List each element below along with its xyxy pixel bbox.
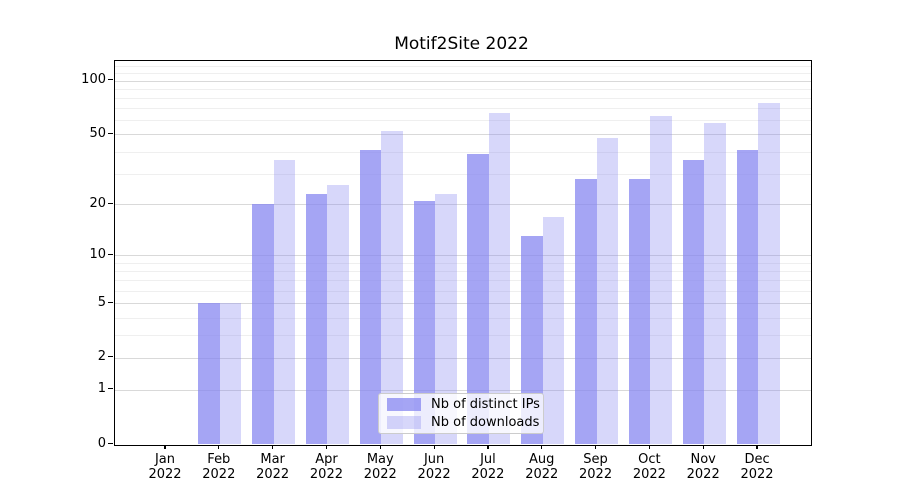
x-tick-may-2022 — [379, 444, 381, 449]
bar-nb-of-downloads-aug-2022 — [542, 216, 565, 445]
x-tick-label-dec-2022: Dec 2022 — [740, 451, 774, 482]
x-tick-label-feb-2022: Feb 2022 — [202, 451, 236, 482]
legend: Nb of distinct IPs Nb of downloads — [378, 393, 544, 434]
gridline-minor-80 — [114, 97, 811, 99]
y-tick-label-20: 20 — [89, 195, 106, 211]
x-tick-mar-2022 — [272, 444, 274, 449]
y-tick-0 — [108, 442, 113, 445]
bar-nb-of-distinct-ips-mar-2022 — [252, 204, 274, 445]
bar-nb-of-downloads-dec-2022 — [758, 102, 780, 445]
legend-label-distinct-ips: Nb of distinct IPs — [431, 396, 540, 412]
legend-label-downloads: Nb of downloads — [431, 414, 540, 430]
legend-swatch-downloads — [387, 416, 421, 429]
gridline-minor-40 — [114, 151, 811, 153]
y-tick-label-10: 10 — [89, 246, 106, 262]
gridline-major-50 — [114, 134, 811, 136]
y-tick-label-1: 1 — [97, 381, 106, 397]
bar-nb-of-downloads-nov-2022 — [704, 122, 726, 445]
x-tick-label-jun-2022: Jun 2022 — [417, 451, 451, 482]
gridline-major-10 — [114, 255, 811, 257]
bar-nb-of-downloads-feb-2022 — [219, 303, 242, 445]
bar-nb-of-distinct-ips-jul-2022 — [467, 153, 489, 445]
x-tick-sep-2022 — [594, 444, 597, 449]
bar-nb-of-downloads-apr-2022 — [327, 184, 349, 445]
x-tick-oct-2022 — [648, 444, 650, 449]
bar-nb-of-downloads-jun-2022 — [435, 193, 457, 445]
bar-nb-of-distinct-ips-sep-2022 — [575, 178, 597, 445]
y-tick-10 — [108, 253, 113, 255]
bar-nb-of-distinct-ips-aug-2022 — [521, 236, 543, 445]
y-tick-label-100: 100 — [81, 72, 106, 87]
gridline-major-20 — [114, 204, 811, 206]
y-tick-100 — [108, 78, 113, 81]
gridline-major-2 — [114, 357, 811, 359]
x-tick-dec-2022 — [756, 444, 758, 449]
bar-nb-of-distinct-ips-jun-2022 — [413, 200, 436, 445]
x-tick-nov-2022 — [702, 444, 704, 449]
plot-area — [113, 59, 812, 446]
chart-title: Motif2Site 2022 — [394, 34, 529, 54]
gridline-minor-60 — [114, 120, 811, 122]
legend-row-downloads: Nb of downloads — [379, 415, 543, 430]
bar-nb-of-downloads-may-2022 — [381, 131, 403, 445]
legend-row-distinct-ips: Nb of distinct IPs — [379, 397, 543, 412]
gridline-minor-70 — [114, 108, 811, 110]
x-tick-label-aug-2022: Aug 2022 — [525, 451, 559, 482]
y-tick-label-5: 5 — [97, 294, 106, 310]
gridline-major-100 — [114, 80, 811, 82]
y-tick-label-2: 2 — [97, 349, 106, 365]
x-tick-apr-2022 — [325, 444, 328, 449]
x-tick-feb-2022 — [218, 444, 220, 449]
x-tick-jan-2022 — [164, 444, 166, 449]
y-tick-20 — [108, 202, 113, 204]
x-tick-aug-2022 — [541, 444, 543, 449]
legend-swatch-distinct-ips — [387, 398, 421, 411]
gridline-major-5 — [114, 303, 811, 305]
gridline-minor-3 — [114, 335, 811, 337]
gridline-major-1 — [114, 389, 811, 391]
gridline-minor-110 — [114, 73, 811, 75]
x-tick-jun-2022 — [433, 444, 435, 449]
gridline-minor-120 — [114, 66, 811, 68]
y-tick-2 — [108, 356, 113, 358]
y-tick-5 — [108, 301, 113, 303]
bar-nb-of-distinct-ips-may-2022 — [359, 149, 382, 445]
bar-nb-of-downloads-jul-2022 — [488, 112, 511, 445]
x-tick-label-nov-2022: Nov 2022 — [686, 451, 720, 482]
bar-nb-of-distinct-ips-dec-2022 — [736, 149, 759, 445]
y-tick-label-50: 50 — [89, 125, 106, 141]
bar-nb-of-downloads-sep-2022 — [596, 137, 619, 445]
bar-nb-of-distinct-ips-oct-2022 — [628, 178, 651, 445]
bar-nb-of-distinct-ips-feb-2022 — [198, 303, 220, 445]
gridline-minor-6 — [114, 291, 811, 293]
bar-nb-of-distinct-ips-apr-2022 — [305, 193, 328, 445]
bar-nb-of-downloads-oct-2022 — [650, 116, 672, 445]
bar-nb-of-distinct-ips-nov-2022 — [682, 159, 705, 445]
x-tick-label-sep-2022: Sep 2022 — [579, 451, 613, 482]
gridline-minor-8 — [114, 271, 811, 273]
bar-nb-of-downloads-mar-2022 — [273, 159, 296, 445]
gridline-minor-7 — [114, 280, 811, 282]
gridline-minor-9 — [114, 262, 811, 264]
x-tick-label-jul-2022: Jul 2022 — [471, 451, 505, 482]
y-tick-label-0: 0 — [97, 436, 106, 451]
x-tick-label-mar-2022: Mar 2022 — [256, 451, 290, 482]
x-tick-label-may-2022: May 2022 — [363, 451, 397, 482]
x-tick-jul-2022 — [487, 444, 489, 449]
gridline-minor-4 — [114, 317, 811, 319]
x-tick-label-jan-2022: Jan 2022 — [148, 451, 182, 482]
x-tick-label-apr-2022: Apr 2022 — [309, 451, 343, 482]
y-tick-1 — [108, 388, 113, 390]
gridline-minor-90 — [114, 88, 811, 90]
gridline-minor-30 — [114, 173, 811, 175]
x-tick-label-oct-2022: Oct 2022 — [632, 451, 666, 482]
y-tick-50 — [108, 132, 113, 134]
